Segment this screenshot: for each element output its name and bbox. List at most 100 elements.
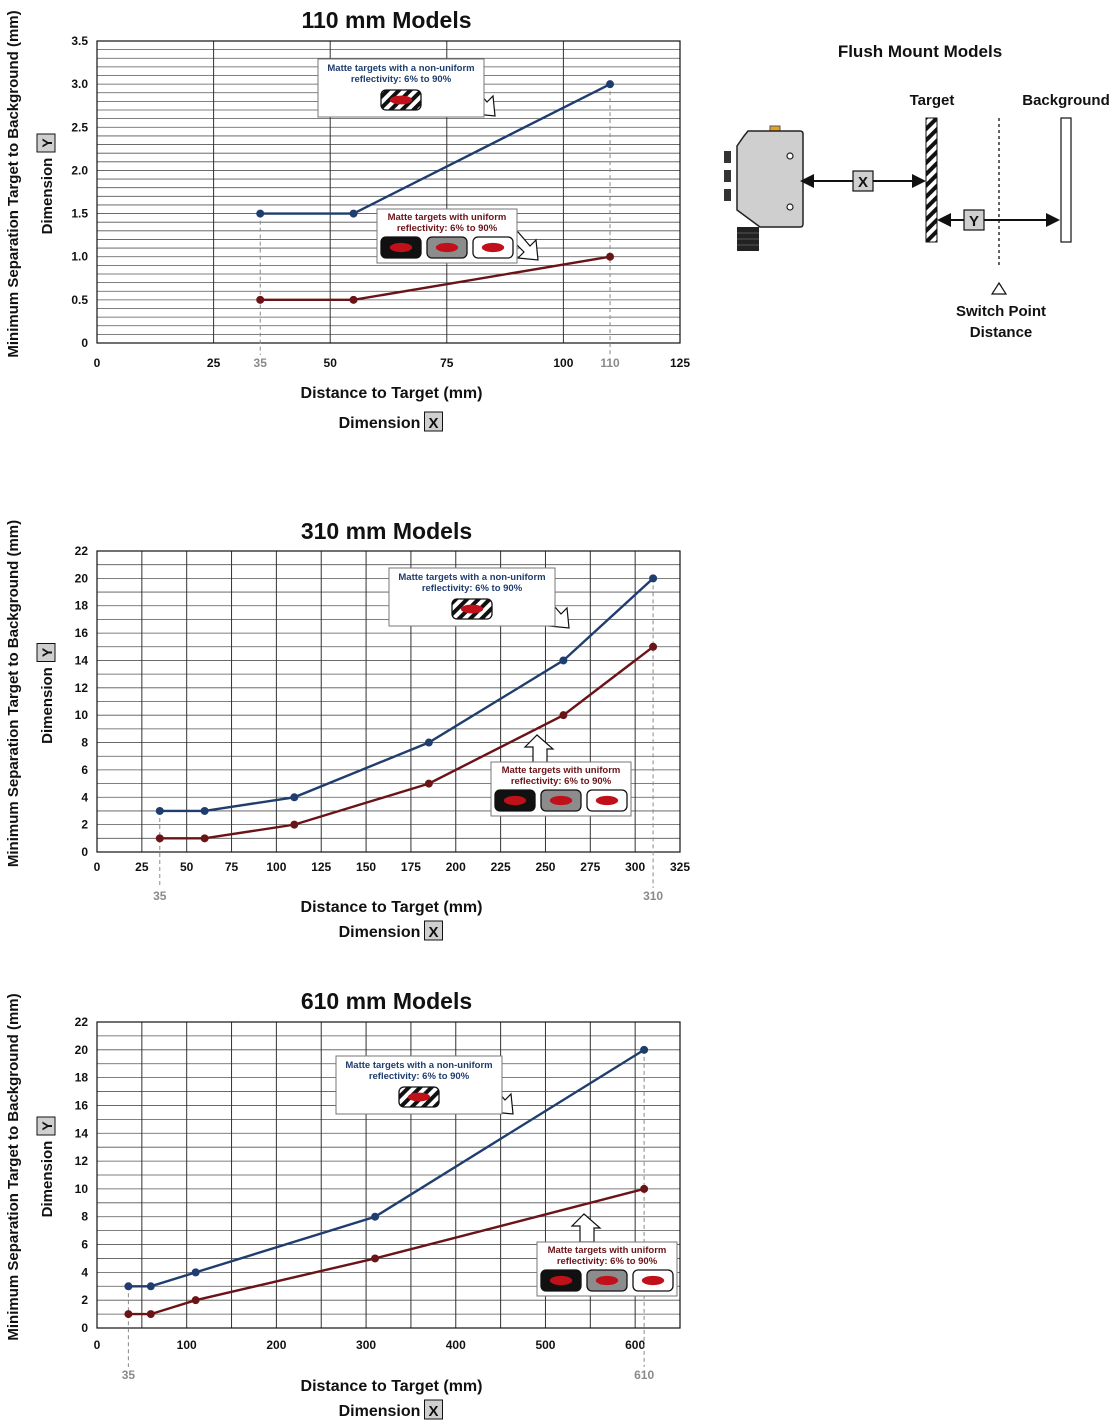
chart-title: 110 mm Models	[301, 7, 471, 33]
flush-mount-diagram: Flush Mount Models Target Background Swi…	[724, 42, 1110, 341]
x-axis-label: Distance to Target (mm)	[301, 385, 483, 402]
data-point-nonuniform	[290, 793, 299, 802]
x-tick-label: 600	[625, 1338, 645, 1352]
legend-nonuniform-line2: reflectivity: 6% to 90%	[422, 583, 523, 594]
x-tick-label: 250	[535, 860, 555, 874]
chart-title: 610 mm Models	[301, 988, 472, 1014]
data-point-nonuniform	[559, 656, 568, 665]
target-spot	[460, 604, 484, 614]
sensor-icon	[724, 125, 804, 251]
target-spot	[549, 1275, 573, 1286]
data-point-uniform	[606, 252, 615, 261]
x-tick-label: 100	[553, 356, 573, 370]
data-point-uniform	[349, 295, 358, 304]
gray-target-icon	[426, 236, 468, 259]
data-point-nonuniform	[200, 806, 209, 815]
x-dimension-box	[424, 1399, 443, 1420]
y-tick-label: 8	[81, 1210, 88, 1224]
y-tick-label: 10	[75, 1182, 89, 1196]
legend-nonuniform: Matte targets with a non-uniformreflecti…	[388, 567, 556, 627]
white-target-icon	[632, 1269, 674, 1292]
x-tick-label: 0	[94, 860, 101, 874]
black-target-icon	[540, 1269, 582, 1292]
gray-target-icon	[540, 789, 582, 812]
y-axis-dimension-text: Dimension	[39, 1141, 56, 1218]
y-tick-label: 4	[81, 790, 88, 804]
y-tick-label: 20	[75, 571, 89, 585]
legend-nonuniform-line2: reflectivity: 6% to 90%	[351, 74, 452, 85]
x-dimension-letter: X	[428, 1403, 438, 1420]
x-tick-label: 50	[180, 860, 194, 874]
data-point-nonuniform	[124, 1282, 133, 1291]
legend-nonuniform-line2: reflectivity: 6% to 90%	[369, 1071, 470, 1082]
legend-uniform-line1: Matte targets with uniform	[388, 212, 507, 223]
arrowhead-left-icon	[800, 174, 814, 188]
x-tick-label: 275	[580, 860, 600, 874]
y-tick-label: 3.5	[71, 34, 88, 48]
y-tick-label: 0	[81, 336, 88, 350]
white-target-icon	[586, 789, 628, 812]
y-tick-label: 2	[81, 1293, 88, 1307]
arrowhead-right-icon	[912, 174, 926, 188]
y-tick-label: 0	[81, 1321, 88, 1335]
target-plate	[925, 117, 938, 243]
y-axis-label: Minimum Separation Target to Background …	[5, 10, 22, 357]
chart-310mm: 310 mm Models 0 2 4 6 8 10 12 14 16 18 20 22 0 25 50 75 1…	[5, 518, 690, 941]
data-point-uniform	[146, 1310, 155, 1319]
x-tick-label: 75	[225, 860, 239, 874]
y-axis-label: Minimum Separation Target to Background …	[5, 520, 22, 867]
x-tick-label: 0	[94, 1338, 101, 1352]
chart-610mm: 610 mm Models 0 2 4 6 8 10 12 14 16 18 20 22 0 100 200 3…	[5, 988, 681, 1420]
pointer-arrow-icon	[570, 1213, 602, 1243]
background-label: Background	[1022, 92, 1110, 109]
legend-nonuniform: Matte targets with a non-uniformreflecti…	[335, 1055, 503, 1115]
y-tick-label: 18	[75, 599, 89, 613]
y-tick-label: 1.0	[71, 250, 88, 264]
target-spot	[407, 1092, 431, 1102]
arrowhead-right-icon	[1046, 213, 1060, 227]
switch-point-triangle-icon	[990, 281, 1008, 295]
x-tick-label-reference: 35	[122, 1368, 136, 1382]
y-tick-label: 4	[81, 1265, 88, 1279]
legend-uniform-line2: reflectivity: 6% to 90%	[397, 223, 498, 234]
x-tick-label-reference: 110	[600, 356, 620, 370]
data-point-nonuniform	[155, 806, 164, 815]
y-tick-label: 10	[75, 708, 89, 722]
data-point-uniform	[124, 1310, 133, 1319]
legend-nonuniform-line1: Matte targets with a non-uniform	[327, 63, 474, 74]
legend-uniform: Matte targets with uniformreflectivity: …	[376, 208, 518, 264]
y-dimension-letter: Y	[39, 647, 55, 657]
y-tick-label: 16	[75, 1098, 89, 1112]
x-dimension-letter: X	[428, 415, 438, 432]
data-point-uniform	[559, 711, 568, 720]
x-tick-label: 300	[625, 860, 645, 874]
white-target-icon	[472, 236, 514, 259]
gray-target-icon	[586, 1269, 628, 1292]
x-tick-label: 500	[535, 1338, 555, 1352]
x-tick-label-reference: 35	[153, 889, 167, 903]
y-dimension-box	[36, 133, 56, 153]
y-tick-label: 3.0	[71, 77, 88, 91]
data-point-nonuniform	[640, 1045, 649, 1054]
switch-point-label-1: Switch Point	[956, 303, 1046, 320]
y-tick-label: 16	[75, 626, 89, 640]
y-tick-label: 14	[75, 1126, 89, 1140]
y-tick-label: 12	[75, 1154, 89, 1168]
striped-target-icon	[451, 598, 493, 620]
data-point-uniform	[640, 1184, 649, 1193]
y-tick-label: 2.0	[71, 163, 88, 177]
y-tick-label: 6	[81, 1238, 88, 1252]
x-tick-label: 25	[207, 356, 221, 370]
y-axis-dimension-text: Dimension	[39, 667, 56, 744]
data-point-uniform	[290, 820, 299, 829]
y-tick-label: 12	[75, 681, 89, 695]
plot-frame	[96, 40, 681, 344]
y-tick-label: 6	[81, 763, 88, 777]
target-label: Target	[910, 92, 955, 109]
y-axis-label-dimension: Dimension Y	[36, 643, 56, 744]
y-tick-label: 2.5	[71, 120, 88, 134]
y-tick-label: 8	[81, 736, 88, 750]
data-point-uniform	[256, 295, 265, 304]
diagram-x-box: X	[858, 174, 868, 191]
